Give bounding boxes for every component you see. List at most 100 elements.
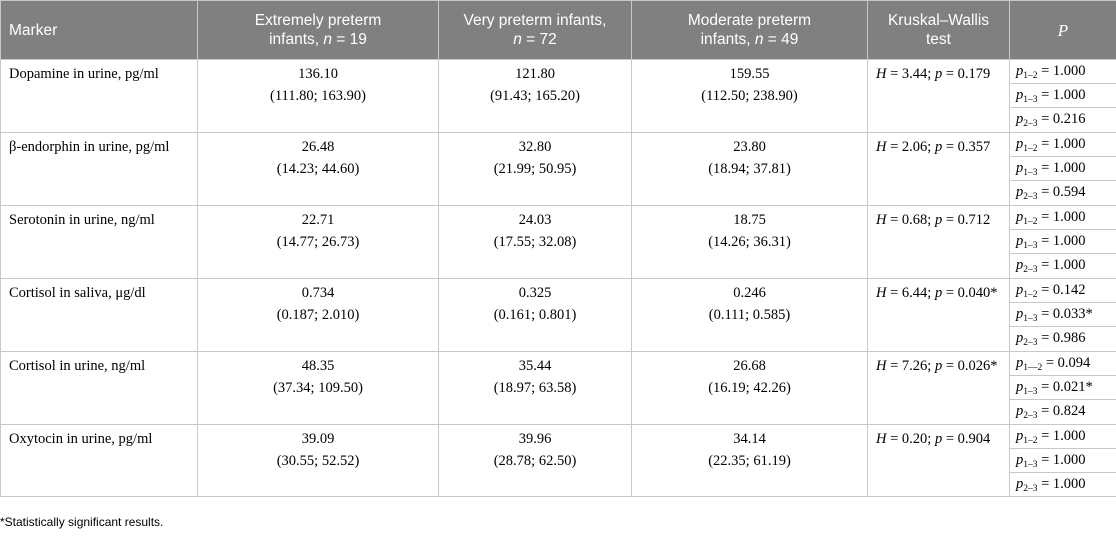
h-label: H	[876, 139, 887, 155]
pairwise-p-cell: p1–2 = 1.000 p 1–3 = 1.000 p2–3 = 0.594	[1009, 132, 1116, 206]
eq-sign: =	[886, 358, 902, 374]
marker-cell: Oxytocin in urine, pg/ml	[0, 424, 198, 497]
separator: ;	[927, 66, 935, 82]
header-g2-line1: Very preterm infants,	[463, 12, 607, 29]
iqr-value: (22.35; 61.19)	[708, 453, 791, 469]
p-symbol: p	[1016, 184, 1024, 200]
kw-p-value: 0.712	[957, 212, 991, 228]
p-comparison: 2–3	[1023, 411, 1038, 421]
p-comparison: 1–2	[1023, 144, 1038, 154]
h-label: H	[876, 431, 887, 447]
median-value: 35.44	[518, 358, 552, 374]
h-label: H	[876, 212, 887, 228]
p-comparison: 2–3	[1023, 192, 1038, 202]
kw-p-value: 0.040	[957, 285, 991, 301]
p-symbol: p	[1016, 63, 1024, 79]
g3-cell: 18.75 (14.26; 36.31)	[631, 205, 868, 279]
kruskal-wallis-cell: H = 7.26; p = 0.026*	[867, 351, 1010, 425]
table-row: Oxytocin in urine, pg/ml 39.09 (30.55; 52.…	[0, 424, 1116, 497]
g3-cell: 159.55 (112.50; 238.90)	[631, 59, 868, 133]
g1-cell: 39.09 (30.55; 52.52)	[197, 424, 439, 497]
p-label: p	[934, 358, 943, 374]
p-value: = 0.824	[1037, 403, 1086, 419]
g3-cell: 34.14 (22.35; 61.19)	[631, 424, 868, 497]
p-value: = 1.000	[1037, 428, 1086, 444]
g1-cell: 26.48 (14.23; 44.60)	[197, 132, 439, 206]
p-comparison: 1–3	[1023, 314, 1038, 324]
median-value: 24.03	[518, 212, 552, 228]
pairwise-p-value: p2–3 = 0.594	[1010, 181, 1116, 204]
p-value: = 0.216	[1037, 111, 1086, 127]
p-symbol: p	[1016, 282, 1024, 298]
p-value: = 1.000	[1037, 87, 1086, 103]
p-comparison: 1––2	[1023, 363, 1043, 373]
h-value: 0.68	[901, 212, 928, 228]
g1-cell: 136.10 (111.80; 163.90)	[197, 59, 439, 133]
iqr-value: (16.19; 42.26)	[708, 380, 791, 396]
kruskal-wallis-cell: H = 3.44; p = 0.179	[867, 59, 1010, 133]
pairwise-p-value: p2–3 = 0.824	[1010, 400, 1116, 423]
p-comparison: 1–2	[1023, 290, 1038, 300]
pairwise-p-value: p2–3 = 1.000	[1010, 473, 1116, 496]
p-symbol: p	[1016, 355, 1024, 371]
header-g2-n: n	[513, 31, 522, 48]
iqr-value: (14.26; 36.31)	[708, 234, 791, 250]
pairwise-p-value: p1–3 = 0.033*	[1010, 303, 1116, 327]
header-g2-nval: = 72	[521, 31, 557, 48]
h-value: 6.44	[901, 285, 928, 301]
iqr-value: (21.99; 50.95)	[493, 161, 577, 177]
median-value: 39.96	[518, 431, 552, 447]
eq-sign: =	[886, 285, 902, 301]
p-symbol: p	[1016, 111, 1024, 127]
separator: ;	[927, 212, 935, 228]
p-comparison: 1–3	[1023, 460, 1038, 470]
header-g1-nval: = 19	[332, 31, 367, 48]
median-value: 18.75	[733, 212, 766, 228]
kruskal-wallis-cell: H = 0.68; p = 0.712	[867, 205, 1010, 279]
pairwise-p-value: p1–2 = 1.000	[1010, 133, 1116, 157]
p-value: = 1.000	[1037, 160, 1086, 176]
header-g3-line1: Moderate preterm	[687, 12, 812, 29]
median-value: 121.80	[515, 66, 555, 82]
p-comparison: 1–3	[1023, 241, 1038, 251]
marker-cell: β-endorphin in urine, pg/ml	[0, 132, 198, 206]
eq-sign: =	[942, 358, 958, 374]
header-moderate-preterm: Moderate preterm infants, n = 49	[631, 0, 868, 60]
p-value: = 1.000	[1037, 209, 1086, 225]
significance-marker: *	[990, 285, 998, 301]
results-table: Marker Extremely preterm infants, n = 19…	[0, 0, 1116, 497]
p-comparison: 1–3	[1023, 168, 1038, 178]
kw-p-value: 0.179	[957, 66, 991, 82]
median-value: 26.68	[733, 358, 766, 374]
marker-cell: Cortisol in saliva, μg/dl	[0, 278, 198, 352]
median-value: 34.14	[733, 431, 766, 447]
g3-cell: 23.80 (18.94; 37.81)	[631, 132, 868, 206]
h-label: H	[876, 285, 887, 301]
separator: ;	[927, 431, 935, 447]
median-value: 22.71	[301, 212, 335, 228]
h-label: H	[876, 66, 887, 82]
iqr-value: (28.78; 62.50)	[493, 453, 577, 469]
marker-cell: Serotonin in urine, ng/ml	[0, 205, 198, 279]
pairwise-p-value: p1–2 = 0.142	[1010, 279, 1116, 303]
kruskal-wallis-cell: H = 6.44; p = 0.040*	[867, 278, 1010, 352]
iqr-value: (0.187; 2.010)	[276, 307, 360, 323]
table-row: β-endorphin in urine, pg/ml 26.48 (14.23; …	[0, 132, 1116, 206]
h-value: 7.26	[901, 358, 928, 374]
eq-sign: =	[886, 139, 902, 155]
header-very-preterm: Very preterm infants, n = 72	[438, 0, 632, 60]
p-value: = 1.000	[1037, 63, 1086, 79]
header-g1-n: n	[323, 31, 332, 48]
p-symbol: p	[1016, 209, 1024, 225]
separator: ;	[927, 358, 935, 374]
median-value: 32.80	[518, 139, 552, 155]
pairwise-p-cell: p1–2 = 1.000 p1–3 = 1.000 p2–3 = 0.216	[1009, 59, 1116, 133]
table-row: Cortisol in urine, ng/ml 48.35 (37.34; 109…	[0, 351, 1116, 425]
median-value: 39.09	[301, 431, 335, 447]
header-g1-line2: infants,	[269, 31, 320, 48]
g1-cell: 48.35 (37.34; 109.50)	[197, 351, 439, 425]
h-value: 3.44	[901, 66, 928, 82]
p-comparison: 1–2	[1023, 217, 1038, 227]
eq-sign: =	[886, 212, 902, 228]
header-extremely-preterm: Extremely preterm infants, n = 19	[197, 0, 439, 60]
